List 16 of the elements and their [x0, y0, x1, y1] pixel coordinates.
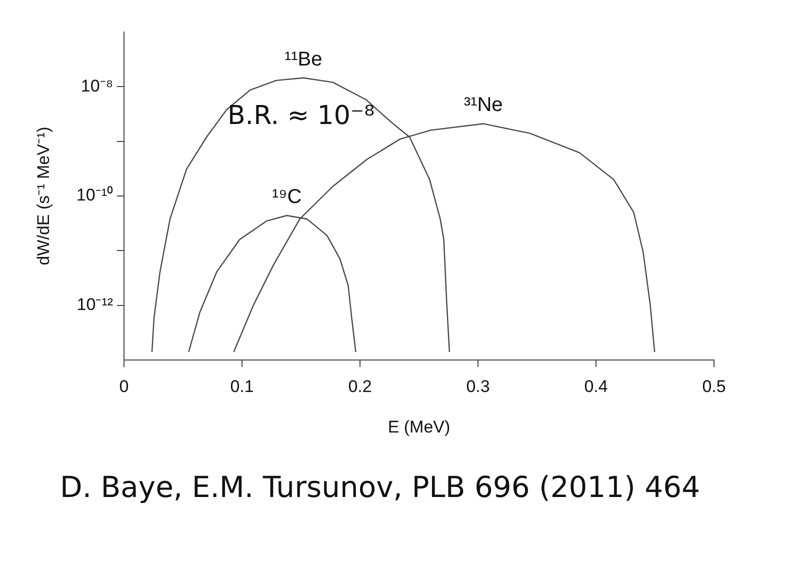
x-tick-label: 0.2 [348, 376, 372, 396]
series-label: ³¹Ne [464, 94, 503, 116]
x-axis-title: E (MeV) [388, 417, 450, 436]
x-tick-label: 0.1 [230, 376, 254, 396]
y-tick-label: 10⁻¹⁰ [76, 186, 113, 205]
y-tick-label: 10⁻¹² [76, 295, 114, 314]
x-tick-label: 0 [119, 376, 129, 396]
y-axis-title: dW/dE (s⁻¹ MeV⁻¹) [34, 126, 53, 266]
y-tick-label: 10⁻⁸ [80, 76, 113, 96]
text: D. Baye, E.M. Tursunov, PLB 696 (2011) 464 [60, 470, 700, 504]
x-tick-label: 0.5 [702, 376, 726, 396]
series-label: ¹⁹C [272, 186, 302, 208]
series-label: ¹¹Be [284, 48, 322, 70]
x-tick-label: 0.4 [584, 376, 608, 396]
x-tick-label: 0.3 [466, 376, 490, 396]
annotation: B.R. ≈ 10⁻⁸ [227, 101, 375, 132]
